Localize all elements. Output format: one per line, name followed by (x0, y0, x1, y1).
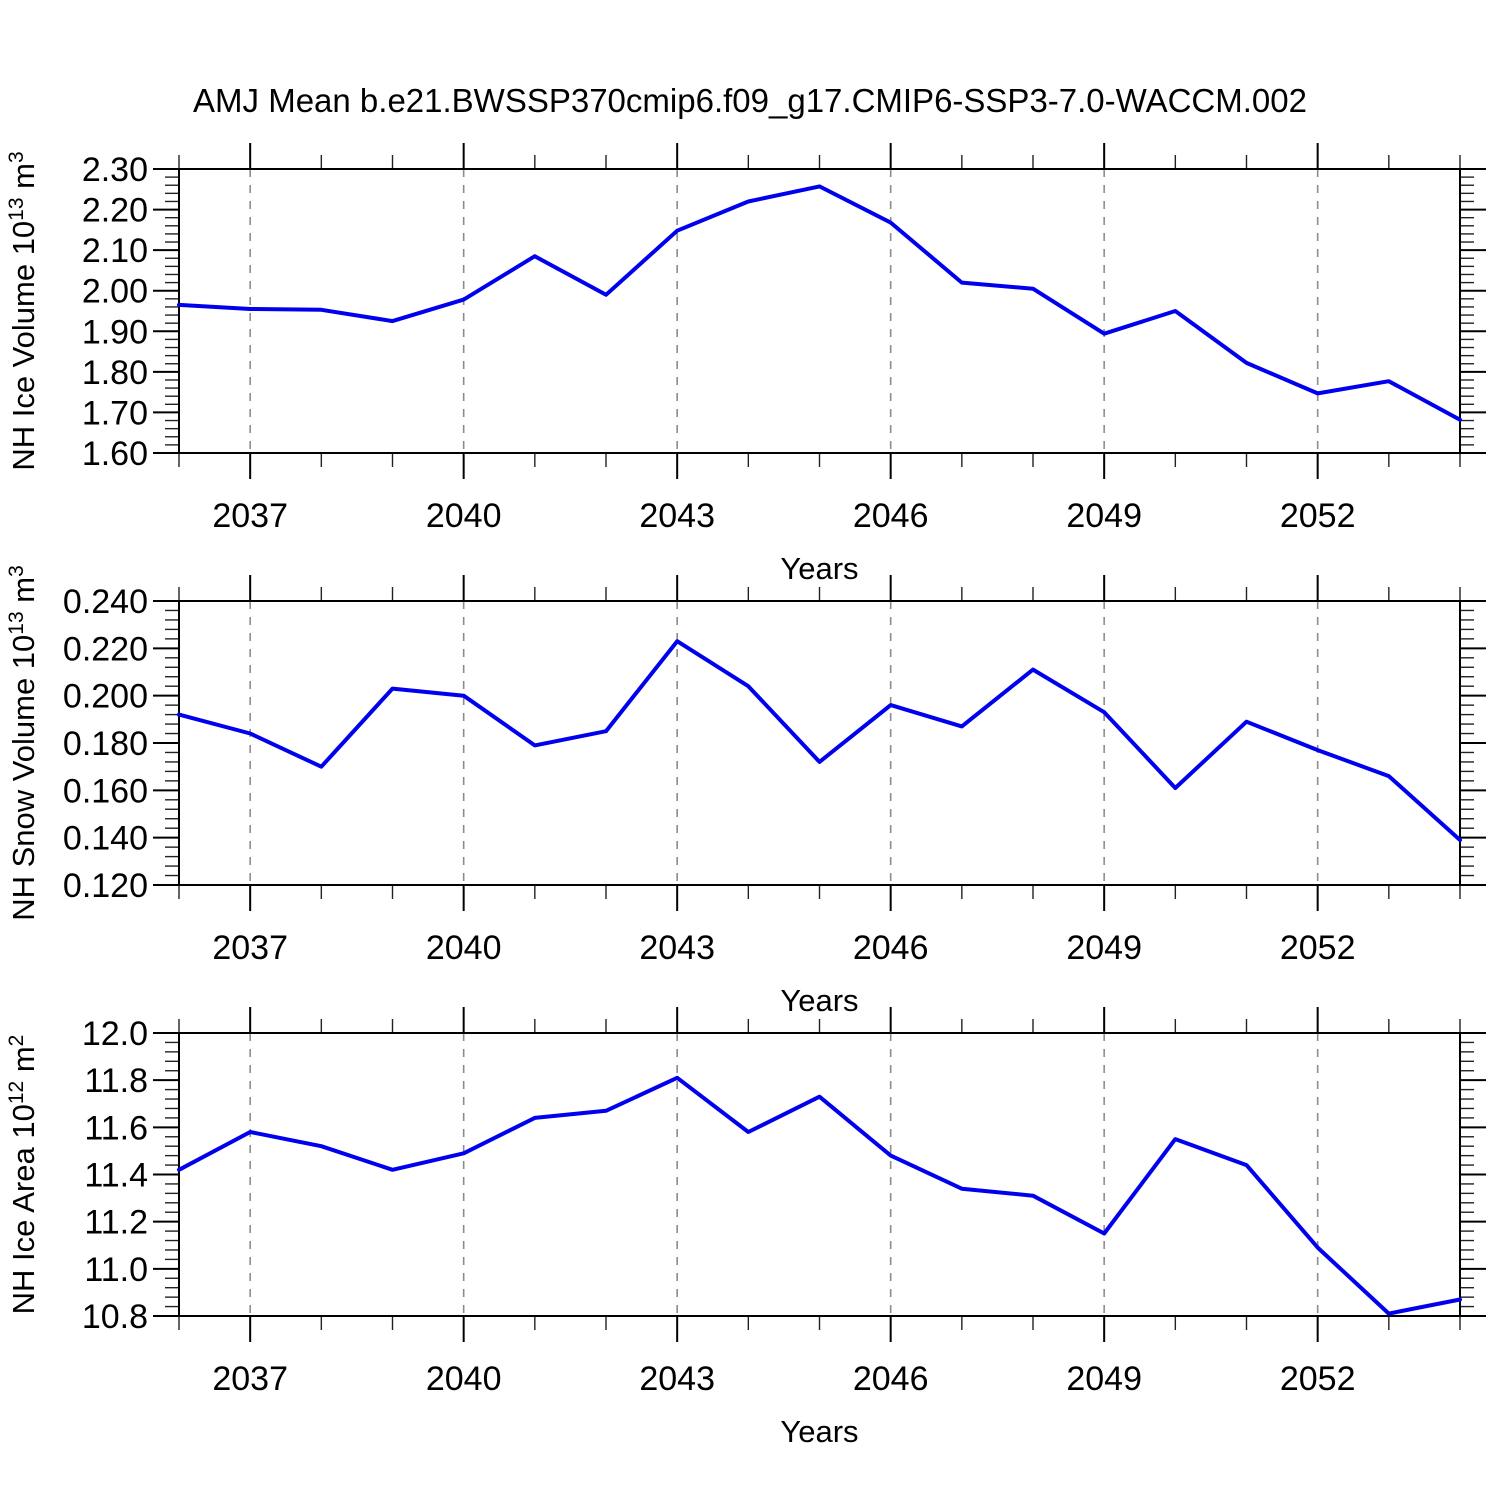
y-tick-label: 2.20 (82, 192, 148, 230)
y-tick-label: 11.6 (84, 1109, 148, 1147)
x-tick-label: 2037 (212, 929, 288, 967)
x-tick-label: 2043 (639, 497, 715, 535)
y-tick-label: 12.0 (82, 1015, 148, 1053)
x-tick-label: 2052 (1280, 1360, 1356, 1398)
data-line-nh-ice-area (177, 1075, 1462, 1316)
x-tick-label: 2052 (1280, 929, 1356, 967)
x-axis-label: Years (780, 551, 858, 586)
data-line-nh-ice-volume (177, 184, 1462, 422)
y-tick-label: 11.0 (84, 1251, 148, 1289)
x-tick-label: 2052 (1280, 497, 1356, 535)
y-tick-label: 1.90 (82, 313, 148, 351)
y-tick-label: 2.30 (82, 151, 148, 189)
y-tick-label: 1.60 (82, 435, 148, 473)
x-axis-label: Years (780, 1414, 858, 1449)
y-tick-label: 10.8 (82, 1298, 148, 1336)
y-tick-label: 0.240 (63, 583, 148, 621)
y-tick-label: 0.120 (63, 867, 148, 905)
x-tick-label: 2040 (426, 1360, 502, 1398)
y-axis-label: NH Ice Area 1012​ m2​ (5, 1035, 41, 1315)
y-axis-label: NH Ice Volume 1013​ m3​ (5, 151, 41, 470)
y-tick-label: 0.140 (63, 820, 148, 858)
x-tick-label: 2043 (639, 929, 715, 967)
chart-nh-snow-volume: 0.120 0.140 0.160 0.180 0.200 0.220 0.240 2037 2… (5, 565, 1486, 1018)
x-tick-label: 2046 (853, 497, 929, 535)
chart-nh-ice-volume: 1.601.701.801.902.002.102.202.30 2037 2040… (5, 143, 1486, 586)
figure-title: AMJ Mean b.e21.BWSSP370cmip6.f09_g17.CMI… (193, 82, 1307, 119)
y-tick-label: 0.160 (63, 772, 148, 810)
y-tick-label: 11.8 (84, 1062, 148, 1100)
x-axis-label: Years (780, 983, 858, 1018)
x-tick-label: 2037 (212, 1360, 288, 1398)
x-tick-label: 2046 (853, 1360, 929, 1398)
y-tick-label: 0.220 (63, 630, 148, 668)
y-tick-label: 0.200 (63, 678, 148, 716)
plot-frame (178, 1032, 1461, 1317)
x-tick-label: 2043 (639, 1360, 715, 1398)
x-tick-label: 2049 (1066, 1360, 1142, 1398)
data-line-nh-snow-volume (177, 639, 1462, 842)
x-tick-label: 2049 (1066, 929, 1142, 967)
y-tick-label: 1.70 (82, 394, 148, 432)
x-tick-label: 2037 (212, 497, 288, 535)
plot-frame (178, 600, 1461, 886)
x-tick-label: 2040 (426, 497, 502, 535)
y-axis-label: NH Snow Volume 1013​ m3​ (5, 565, 41, 921)
y-tick-label: 2.10 (82, 232, 148, 270)
y-tick-label: 11.4 (84, 1157, 148, 1195)
y-tick-label: 11.2 (84, 1204, 148, 1242)
y-tick-label: 0.180 (63, 725, 148, 763)
chart-nh-ice-area: 10.8 11.0 11.2 11.4 11.6 11.8 12.0 2037 2040 2043… (5, 1007, 1486, 1449)
x-tick-label: 2040 (426, 929, 502, 967)
y-tick-label: 2.00 (82, 273, 148, 311)
x-tick-label: 2046 (853, 929, 929, 967)
plot-frame (178, 168, 1461, 454)
y-tick-label: 1.80 (82, 354, 148, 392)
x-tick-label: 2049 (1066, 497, 1142, 535)
